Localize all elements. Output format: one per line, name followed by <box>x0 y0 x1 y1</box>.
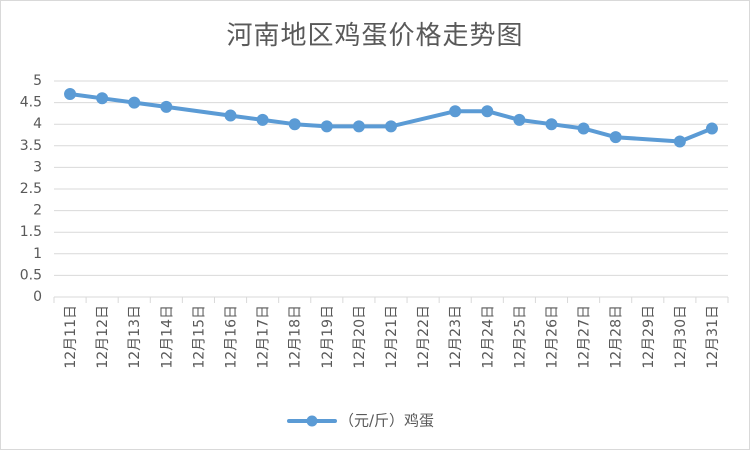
data-point <box>449 105 462 118</box>
x-tick-label: 12月25日 <box>512 305 528 369</box>
chart-title: 河南地区鸡蛋价格走势图 <box>226 21 524 51</box>
data-point <box>96 92 109 105</box>
x-tick-label: 12月23日 <box>448 305 464 369</box>
x-tick-label: 12月11日 <box>63 305 79 369</box>
data-point <box>352 120 365 133</box>
x-tick-label: 12月22日 <box>416 305 432 369</box>
data-point <box>513 113 526 126</box>
x-tick-label: 12月19日 <box>320 305 336 369</box>
x-tick-label: 12月24日 <box>480 305 496 369</box>
legend-marker <box>306 415 318 427</box>
data-point <box>64 87 77 100</box>
x-tick-label: 12月16日 <box>224 305 240 369</box>
y-tick-label: 4.5 <box>20 95 42 111</box>
x-tick-label: 12月12日 <box>95 305 111 369</box>
x-tick-label: 12月14日 <box>159 305 175 369</box>
data-point <box>160 100 173 113</box>
y-tick-label: 2 <box>33 203 42 219</box>
x-tick-label: 12月20日 <box>352 305 368 369</box>
x-tick-label: 12月31日 <box>705 305 721 369</box>
data-point <box>481 105 494 118</box>
y-tick-label: 3.5 <box>20 138 42 154</box>
x-tick-label: 12月29日 <box>641 305 657 369</box>
x-tick-label: 12月15日 <box>191 305 207 369</box>
y-tick-label: 3 <box>33 159 42 175</box>
x-tick-label: 12月21日 <box>384 305 400 369</box>
x-tick-label: 12月13日 <box>127 305 143 369</box>
y-tick-label: 5 <box>33 73 42 89</box>
data-point <box>577 122 590 135</box>
x-tick-label: 12月26日 <box>544 305 560 369</box>
y-tick-label: 0.5 <box>20 267 42 283</box>
data-point <box>609 131 622 144</box>
data-point <box>545 118 558 131</box>
y-tick-label: 1.5 <box>20 224 42 240</box>
data-point <box>288 118 301 131</box>
x-tick-label: 12月30日 <box>673 305 689 369</box>
data-point <box>705 122 718 135</box>
data-point <box>673 135 686 148</box>
x-tick-label: 12月28日 <box>609 305 625 369</box>
data-point <box>256 113 269 126</box>
x-tick-label: 12月18日 <box>288 305 304 369</box>
y-tick-label: 0 <box>33 289 42 305</box>
legend-label: （元/斤）鸡蛋 <box>339 412 434 430</box>
y-tick-label: 1 <box>33 246 42 262</box>
y-tick-label: 2.5 <box>20 181 42 197</box>
x-tick-label: 12月27日 <box>577 305 593 369</box>
data-point <box>320 120 333 133</box>
y-tick-label: 4 <box>33 116 42 132</box>
data-point <box>385 120 397 133</box>
data-point <box>128 96 141 109</box>
data-point <box>224 109 237 122</box>
x-tick-label: 12月17日 <box>256 305 272 369</box>
